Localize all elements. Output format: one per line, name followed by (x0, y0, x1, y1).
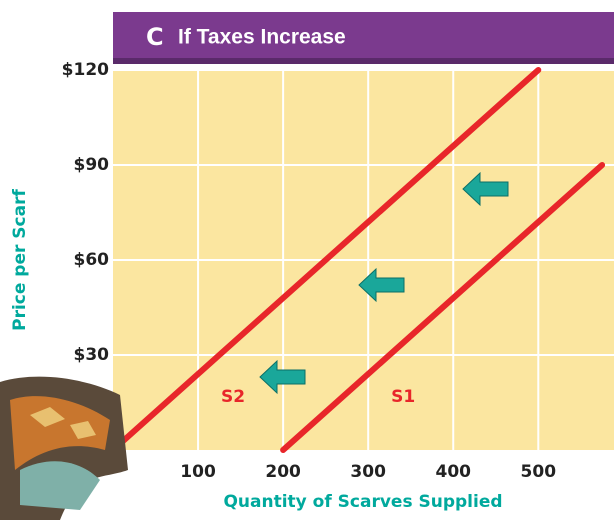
series-label: S2 (221, 387, 245, 407)
x-tick-label: 500 (521, 462, 557, 482)
y-axis-label: Price per Scarf (10, 189, 30, 331)
x-axis-label: Quantity of Scarves Supplied (223, 492, 502, 512)
y-tick-label: $120 (62, 60, 109, 80)
x-tick-label: 200 (265, 462, 301, 482)
chart-title: If Taxes Increase (178, 26, 346, 49)
x-tick-label: 400 (435, 462, 471, 482)
chart: C If Taxes Increase Price per Scarf Quan… (0, 0, 614, 520)
page: {"chart_data": {"type": "line", "panel_l… (0, 0, 614, 520)
header-shadow (113, 58, 614, 64)
y-tick-label: $60 (74, 250, 110, 270)
y-tick-label: $90 (74, 155, 110, 175)
series-label: S1 (391, 387, 415, 407)
x-tick-label: 100 (180, 462, 216, 482)
scarf-photo (0, 377, 128, 520)
y-tick-label: $30 (74, 345, 110, 365)
x-tick-label: 300 (350, 462, 386, 482)
panel-letter: C (146, 23, 164, 51)
